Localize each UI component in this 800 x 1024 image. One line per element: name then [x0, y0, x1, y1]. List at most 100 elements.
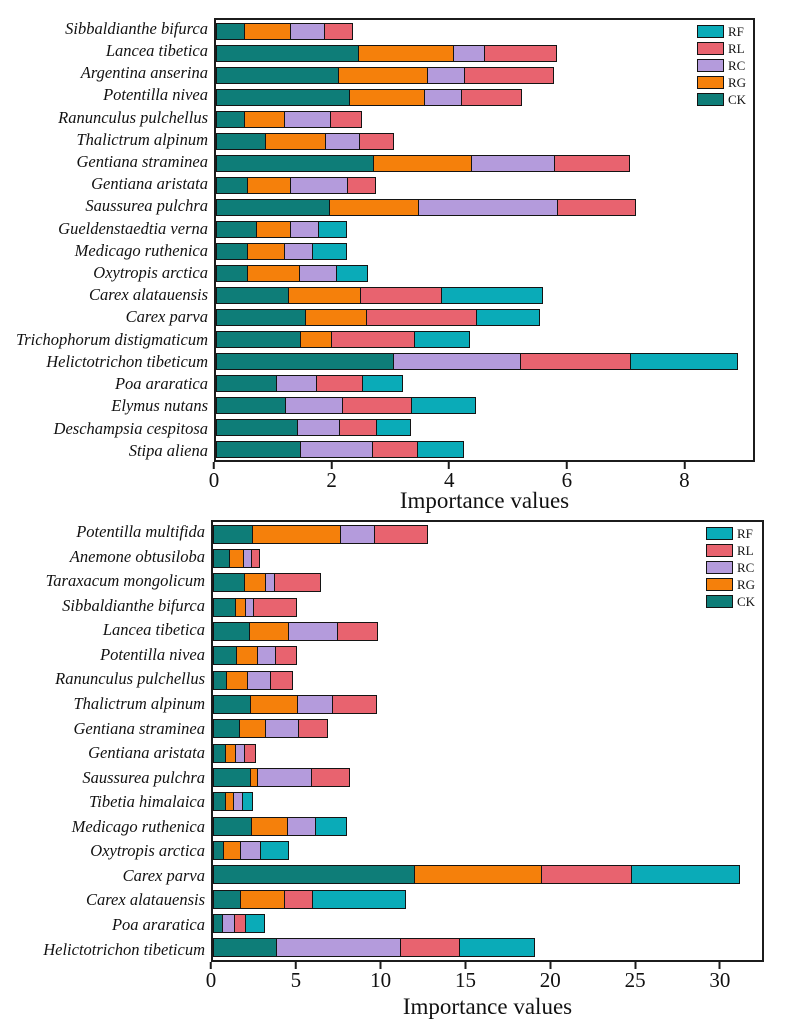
bar-segment-CK — [216, 154, 374, 172]
bar-row — [213, 765, 762, 789]
bar-segment-CK — [213, 719, 240, 739]
bar-segment-CK — [216, 176, 249, 194]
stacked-bar — [213, 743, 762, 763]
stacked-bar — [213, 767, 762, 787]
legend: RF RL RC RG CK — [696, 25, 746, 106]
legend-label: RG — [736, 577, 755, 592]
bar-row — [216, 240, 753, 262]
bar-segment-RF — [417, 440, 464, 458]
bar-segment-CK — [216, 396, 287, 414]
x-tick-mark — [683, 462, 686, 469]
legend: RF RL RC RG CK — [705, 527, 755, 608]
category-label: Gentiana aristata — [91, 174, 208, 194]
stacked-bar — [213, 792, 762, 812]
stacked-bar — [213, 670, 762, 690]
x-tick: 10 — [370, 962, 391, 991]
stacked-bar — [213, 913, 762, 933]
bar-row — [213, 571, 762, 595]
bar-segment-RG — [244, 110, 286, 128]
stacked-bar — [213, 719, 762, 739]
bar-segment-RG — [228, 548, 244, 568]
chart-bottom: Potentilla multifida Anemone obtusiloba Ta… — [0, 512, 800, 1024]
stacked-bar — [216, 418, 753, 436]
bar-segment-RL — [337, 621, 379, 641]
bar-segment-RG — [222, 840, 242, 860]
category-label: Poa araratica — [114, 374, 208, 394]
stacked-bar — [213, 865, 762, 885]
bar-segment-RC — [424, 88, 463, 106]
bar-segment-RC — [289, 22, 325, 40]
bar-segment-CK — [216, 374, 278, 392]
x-tick-label: 25 — [624, 968, 646, 992]
x-tick-label: 10 — [370, 968, 392, 992]
bar-segment-CK — [216, 264, 249, 282]
category-label: Thalictrum alpinum — [73, 693, 205, 713]
bar-row — [213, 668, 762, 692]
bar-segment-RF — [630, 352, 739, 370]
x-tick-label: 6 — [561, 468, 573, 492]
bar-row — [216, 174, 753, 196]
bar-row — [213, 936, 762, 960]
bar-segment-RC — [257, 767, 313, 787]
legend-item-RC: RC — [705, 561, 755, 574]
bar-segment-RL — [461, 88, 523, 106]
category-label: Sibbaldianthe bifurca — [65, 18, 208, 38]
bar-row — [216, 262, 753, 284]
category-label: Carex parva — [125, 307, 208, 327]
bar-segment-CK — [213, 889, 241, 909]
bar-segment-RC — [324, 132, 360, 150]
bar-segment-RG — [247, 176, 291, 194]
bar-segment-RL — [374, 524, 429, 544]
bar-segment-RF — [414, 330, 470, 348]
bar-segment-RL — [339, 418, 378, 436]
stacked-bar — [216, 198, 753, 216]
stacked-bar — [213, 889, 762, 909]
x-axis: 0 2 4 6 8 — [209, 462, 755, 498]
bar-segment-RL — [554, 154, 631, 172]
bar-segment-RL — [347, 176, 377, 194]
bar-segment-RC — [299, 440, 373, 458]
bar-segment-RG — [235, 646, 259, 666]
bar-segment-CK — [216, 308, 307, 326]
category-label: Trichophorum distigmaticum — [15, 329, 208, 349]
bar-segment-RG — [305, 308, 367, 326]
bar-row — [213, 644, 762, 668]
bar-segment-CK — [213, 524, 254, 544]
stacked-bar — [216, 66, 753, 84]
category-label: Elymus nutans — [111, 396, 208, 416]
stacked-bar — [216, 440, 753, 458]
bar-segment-RG — [252, 524, 341, 544]
bar-segment-RC — [264, 719, 300, 739]
bar-segment-CK — [213, 694, 251, 714]
category-label: Poa araratica — [111, 915, 205, 935]
x-tick-mark — [294, 962, 297, 969]
stacked-bar — [213, 548, 762, 568]
bar-row — [213, 522, 762, 546]
category-label: Deschampsia cespitosa — [53, 418, 208, 438]
bar-segment-RF — [244, 913, 265, 933]
bar-row — [216, 20, 753, 42]
legend-label: RC — [727, 58, 746, 73]
category-label: Potentilla multifida — [76, 522, 205, 542]
x-tick-mark — [330, 462, 333, 469]
stacked-bar — [213, 816, 762, 836]
category-label: Helictotrichon tibeticum — [43, 939, 205, 959]
bar-segment-RG — [264, 132, 326, 150]
stacked-bar — [213, 524, 762, 544]
x-tick: 2 — [326, 462, 337, 491]
y-axis-category-labels: Sibbaldianthe bifurca Lancea tibetica Arge… — [0, 18, 208, 462]
bar-row — [213, 595, 762, 619]
stacked-bar — [213, 840, 762, 860]
bar-segment-RL — [243, 743, 257, 763]
bar-segment-RL — [273, 573, 322, 593]
legend-swatch-RF — [705, 527, 733, 540]
bar-segment-CK — [216, 44, 359, 62]
bar-segment-RC — [276, 374, 318, 392]
x-axis-label: Importance values — [402, 994, 573, 1019]
bar-segment-RC — [427, 66, 465, 84]
stacked-bar — [216, 220, 753, 238]
bar-segment-RL — [332, 694, 377, 714]
legend-swatch-CK — [696, 93, 724, 106]
legend-swatch-RL — [696, 42, 724, 55]
